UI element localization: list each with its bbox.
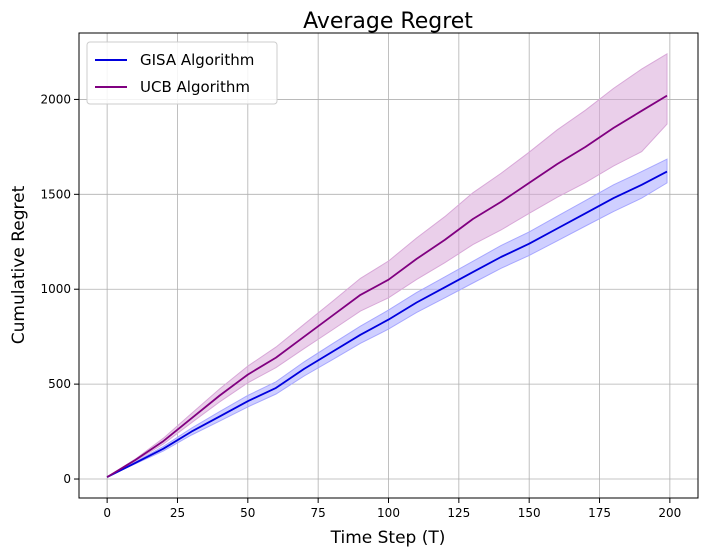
x-tick-label: 125: [447, 506, 470, 520]
x-tick-label: 50: [240, 506, 255, 520]
y-tick-label: 500: [48, 377, 71, 391]
y-axis-title: Cumulative Regret: [9, 185, 29, 344]
y-tick-label: 1500: [40, 187, 71, 201]
x-tick-label: 100: [377, 506, 400, 520]
x-tick-label: 200: [658, 506, 681, 520]
y-tick-label: 1000: [40, 282, 71, 296]
y-tick-label: 0: [63, 472, 71, 486]
x-tick-label: 175: [588, 506, 611, 520]
x-tick-label: 150: [518, 506, 541, 520]
line-gisa: [106, 170, 668, 478]
band-ucb: [106, 53, 668, 478]
x-tick-label: 75: [311, 506, 326, 520]
confidence-bands: [106, 53, 668, 478]
legend-box: [86, 41, 278, 105]
line-ucb: [106, 94, 668, 478]
x-tick-label: 0: [103, 506, 111, 520]
band-gisa: [106, 158, 668, 478]
legend-label-gisa: GISA Algorithm: [140, 51, 254, 69]
legend-label-ucb: UCB Algorithm: [140, 78, 250, 96]
chart-title: Average Regret: [303, 9, 473, 34]
x-tick-label: 25: [170, 506, 185, 520]
y-tick-label: 2000: [40, 92, 71, 106]
x-axis-ticks: 0 25 50 75 100 125 150 175 200: [103, 498, 681, 520]
legend: GISA Algorithm UCB Algorithm: [86, 41, 278, 105]
x-axis-title: Time Step (T): [330, 528, 446, 548]
y-axis-ticks: 0 500 1000 1500 2000: [40, 92, 79, 486]
series-lines: [106, 94, 668, 478]
